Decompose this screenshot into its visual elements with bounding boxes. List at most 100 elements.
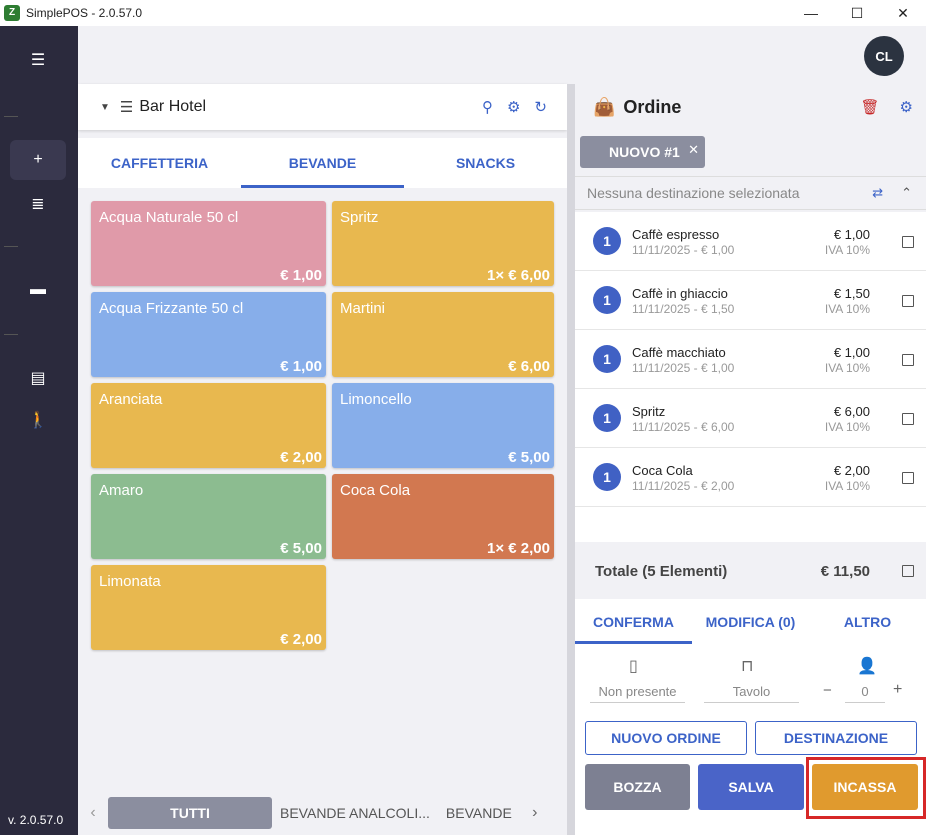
tab-modifica[interactable]: MODIFICA (0) [705,613,796,630]
item-name: Spritz [632,404,666,419]
product-name: Acqua Naturale 50 cl [99,209,239,226]
search-icon[interactable]: ⚲ [481,99,493,116]
item-name: Coca Cola [632,463,693,478]
list-item[interactable]: 1 Caffè espresso 11/11/2025 - € 1,00 € 1… [575,212,926,271]
item-checkbox[interactable] [902,295,914,307]
menu-name[interactable]: Bar Hotel [139,98,207,115]
product-tile[interactable]: Amaro € 5,00 [91,474,326,559]
table-field[interactable]: Tavolo [704,684,799,703]
sidebar-item-new-order[interactable]: + [10,140,66,180]
order-fields: ▯ Non presente ⊓ Tavolo 👤 − 0 + [575,654,926,704]
plus-icon: + [33,151,43,168]
product-tile[interactable]: Limoncello € 5,00 [332,383,554,468]
order-title: Ordine [623,96,682,117]
save-button[interactable]: SALVA [698,764,804,810]
bed-icon: ▬ [30,281,46,298]
item-vat: IVA 10% [824,243,870,257]
app-logo-icon: Z [4,5,20,21]
list-item[interactable]: 1 Caffè macchiato 11/11/2025 - € 1,00 € … [575,330,926,389]
new-order-button[interactable]: NUOVO ORDINE [585,721,747,755]
plus-button[interactable]: + [893,681,903,698]
swap-icon[interactable]: ⇄ [872,185,884,200]
document-field[interactable]: Non presente [590,684,685,703]
product-panel: ▼ ☰ Bar Hotel ⚲ ⚙ ↻ CAFFETTERIA BEVANDE … [78,84,567,835]
item-price: € 1,50 [833,286,870,301]
subcategory-tab[interactable]: BEVANDE ANALCOLI... [280,805,430,821]
product-tile[interactable]: Acqua Naturale 50 cl € 1,00 [91,201,326,286]
pane-divider[interactable] [567,84,575,835]
quantity-badge: 1 [593,345,621,373]
hamburger-menu-icon[interactable]: ☰ [30,52,46,69]
chevron-left-icon[interactable]: ‹ [90,804,96,821]
product-name: Amaro [99,482,144,499]
product-price: 1× € 2,00 [487,540,550,557]
gear-icon[interactable]: ⚙ [899,99,913,116]
product-price: € 1,00 [280,267,322,284]
draft-button[interactable]: BOZZA [585,764,690,810]
item-checkbox[interactable] [902,413,914,425]
product-price: 1× € 6,00 [487,267,550,284]
destination-text: Nessuna destinazione selezionata [587,185,800,201]
chevron-up-icon[interactable]: ⌃ [901,185,912,200]
tab-bevande[interactable]: BEVANDE [241,138,404,188]
list-box-icon: ▤ [30,370,46,387]
sidebar-divider [4,334,18,335]
item-checkbox[interactable] [902,236,914,248]
product-tile[interactable]: Aranciata € 2,00 [91,383,326,468]
product-tile[interactable]: Limonata € 2,00 [91,565,326,650]
item-checkbox[interactable] [902,354,914,366]
product-tile[interactable]: Acqua Frizzante 50 cl € 1,00 [91,292,326,377]
tune-icon[interactable]: ☰ [119,99,134,116]
sidebar-item-rooms[interactable]: ▬ [10,270,66,310]
chevron-right-icon[interactable]: › [532,804,538,821]
list-item[interactable]: 1 Caffè in ghiaccio 11/11/2025 - € 1,50 … [575,271,926,330]
sidebar-item-reports[interactable]: ▤ [10,358,66,398]
subcategory-tab-all[interactable]: TUTTI [108,797,272,829]
subcategory-tab[interactable]: BEVANDE [445,805,512,821]
item-vat: IVA 10% [824,361,870,375]
chevron-down-icon[interactable]: ▼ [100,101,110,113]
gear-icon[interactable]: ⚙ [506,99,521,116]
sidebar-divider [4,246,18,247]
avatar[interactable]: CL [864,36,904,76]
product-name: Limonata [99,573,161,590]
sidebar-divider [4,116,18,117]
destination-button[interactable]: DESTINAZIONE [755,721,917,755]
app-version: v. 2.0.57.0 [8,813,64,827]
select-all-checkbox[interactable] [902,565,914,577]
highlight-box [806,757,926,819]
list-item[interactable]: 1 Spritz 11/11/2025 - € 6,00 € 6,00 IVA … [575,389,926,448]
sidebar-item-walk[interactable]: 🚶 [10,400,66,440]
minus-button[interactable]: − [823,682,832,699]
refresh-icon[interactable]: ↻ [534,99,547,116]
list-item[interactable]: 1 Coca Cola 11/11/2025 - € 2,00 € 2,00 I… [575,448,926,507]
product-tile[interactable]: Spritz 1× € 6,00 [332,201,554,286]
tab-conferma[interactable]: CONFERMA [575,599,692,644]
tab-snacks[interactable]: SNACKS [455,155,516,171]
order-chip-label: NUOVO #1 [609,144,680,160]
item-price: € 1,00 [833,227,870,242]
item-checkbox[interactable] [902,472,914,484]
category-tabs: CAFFETTERIA BEVANDE SNACKS [78,138,567,188]
order-chip[interactable]: NUOVO #1 ✕ [580,136,705,168]
product-tile[interactable]: Coca Cola 1× € 2,00 [332,474,554,559]
close-icon[interactable]: ✕ [688,142,699,157]
maximize-icon[interactable]: ☐ [850,4,864,21]
quantity-badge: 1 [593,286,621,314]
sidebar-item-orders[interactable]: ≣ [10,184,66,224]
person-walk-icon: 🚶 [28,412,48,429]
product-name: Acqua Frizzante 50 cl [99,300,244,317]
product-tile[interactable]: Martini € 6,00 [332,292,554,377]
item-vat: IVA 10% [824,302,870,316]
trash-icon[interactable]: 🗑 [860,99,880,116]
cash-button[interactable]: INCASSA [812,764,918,810]
destination-bar: Nessuna destinazione selezionata ⇄ ⌃ [575,176,926,210]
tab-caffetteria[interactable]: CAFFETTERIA [110,155,209,171]
close-icon[interactable]: ✕ [897,4,909,21]
item-subtitle: 11/11/2025 - € 2,00 [632,479,735,493]
minimize-icon[interactable]: — [804,5,818,21]
covers-field[interactable]: 0 [845,684,885,703]
tab-altro[interactable]: ALTRO [843,613,892,630]
item-price: € 6,00 [833,404,870,419]
window-titlebar: Z SimplePOS - 2.0.57.0 — ☐ ✕ [0,0,926,26]
